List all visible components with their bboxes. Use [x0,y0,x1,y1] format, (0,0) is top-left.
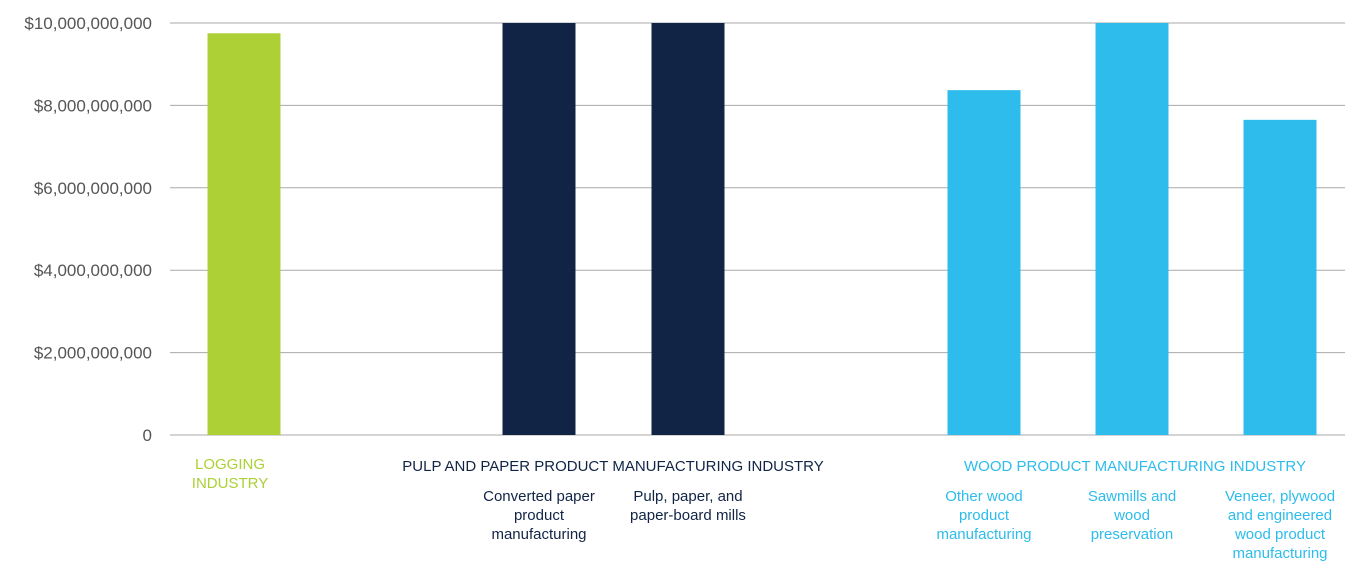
y-tick-label: $2,000,000,000 [34,344,152,363]
y-tick-label: $6,000,000,000 [34,179,152,198]
category-label-pulp-mills: Pulp, paper, and paper-board mills [628,487,748,525]
group-label-wood-product: WOOD PRODUCT MANUFACTURING INDUSTRY [960,457,1310,476]
bar-wood-0 [948,90,1021,435]
category-label-converted-paper: Converted paper product manufacturing [479,487,599,544]
y-tick-label: $4,000,000,000 [34,261,152,280]
bar-pulp-0 [503,23,576,435]
bar-logging-0 [208,33,281,435]
bar-wood-1 [1096,23,1169,435]
bar-pulp-1 [652,23,725,435]
bar-wood-2 [1244,120,1317,435]
y-tick-label: 0 [143,426,152,445]
category-label-veneer: Veneer, plywood and engineered wood prod… [1220,487,1340,563]
group-label-pulp-paper: PULP AND PAPER PRODUCT MANUFACTURING IND… [400,457,826,476]
category-label-sawmills: Sawmills and wood preservation [1072,487,1192,544]
group-label-logging: LOGGING INDUSTRY [190,455,270,493]
category-label-other-wood: Other wood product manufacturing [924,487,1044,544]
y-tick-label: $10,000,000,000 [24,14,152,33]
y-tick-label: $8,000,000,000 [34,96,152,115]
